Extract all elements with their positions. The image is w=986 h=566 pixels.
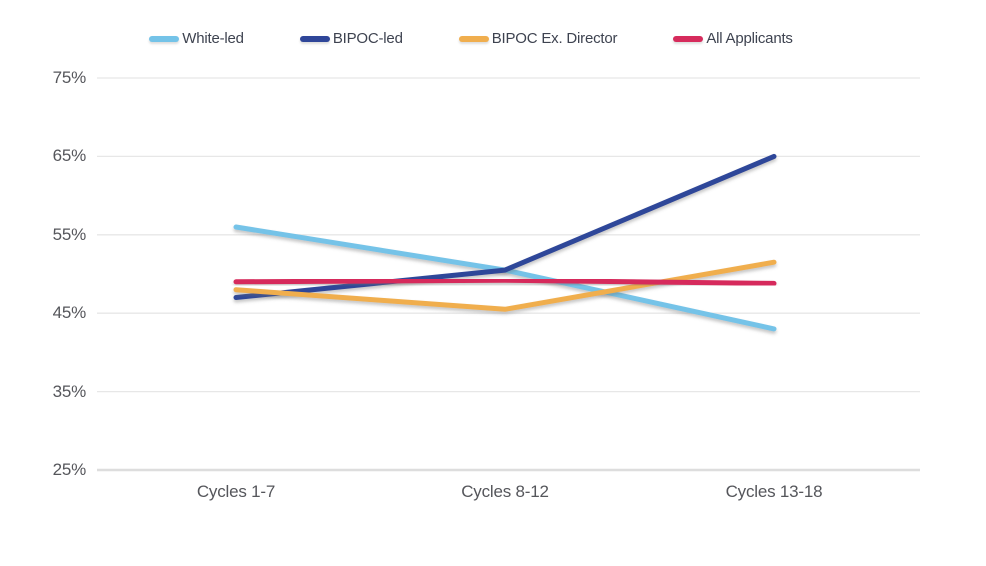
series-line-all-applicants	[233, 277, 777, 286]
legend-label: BIPOC-led	[332, 30, 403, 47]
legend-label: White-led	[182, 30, 244, 47]
x-axis-label: Cycles 8-12	[461, 482, 549, 501]
y-axis-tick: 65%	[52, 146, 87, 166]
gridlines	[97, 77, 920, 472]
legend-item-white-led: White-led	[149, 30, 244, 47]
legend-swatch-bipoc-ex-director	[458, 35, 489, 42]
legend-swatch-bipoc-led	[299, 35, 330, 42]
y-axis-tick: 55%	[52, 224, 87, 244]
x-axis-label: Cycles 1-7	[196, 482, 276, 501]
legend-label: BIPOC Ex. Director	[491, 30, 618, 47]
y-axis-tick: 25%	[52, 460, 87, 479]
series-line-bipoc-ex-director	[233, 259, 777, 312]
legend-item-bipoc-ex-director: BIPOC Ex. Director	[458, 30, 618, 47]
legend-swatch-white-led	[149, 35, 180, 42]
legend-swatch-all-applicants	[673, 35, 704, 42]
series-lines	[233, 153, 777, 332]
x-axis-label: Cycles 13-18	[725, 482, 823, 501]
y-axis-tick: 75%	[52, 68, 87, 87]
legend-item-bipoc-led: BIPOC-led	[299, 30, 403, 47]
legend-item-all-applicants: All Applicants	[673, 30, 793, 47]
y-axis-tick: 35%	[52, 381, 87, 401]
series-line-bipoc-led	[233, 153, 777, 300]
chart-legend: White-led BIPOC-led BIPOC Ex. Director A…	[0, 30, 964, 47]
legend-label: All Applicants	[706, 30, 793, 47]
y-axis-tick: 45%	[52, 303, 87, 323]
